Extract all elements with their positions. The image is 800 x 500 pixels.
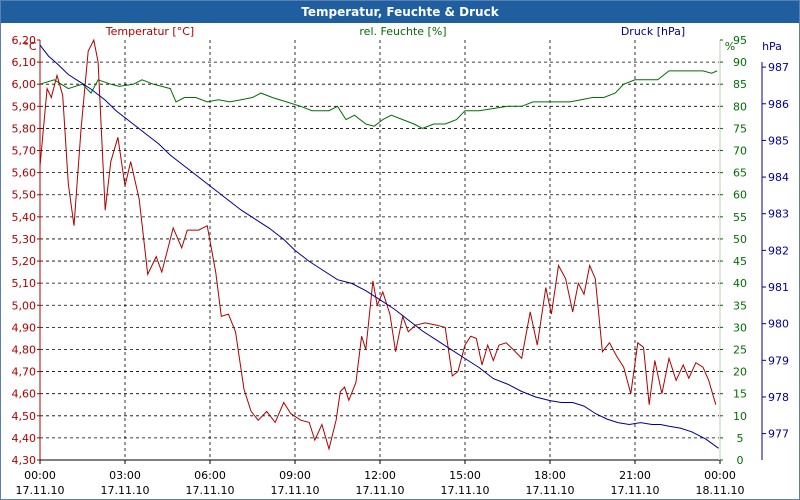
pressure-line	[39, 44, 719, 449]
temp-tick-label: 5,10	[12, 277, 37, 290]
pressure-axis-title: Druck [hPa]	[621, 25, 685, 38]
pressure-tick-label: 978	[768, 391, 789, 404]
x-tick-time: 18:00	[534, 469, 566, 482]
temp-tick-label: 4,60	[12, 388, 37, 401]
humidity-tick-label: 55	[733, 211, 747, 224]
x-tick-date: 18.11.10	[696, 484, 745, 497]
humidity-tick-label: 40	[733, 277, 747, 290]
x-tick-date: 17.11.10	[356, 484, 405, 497]
pressure-tick-label: 979	[768, 354, 789, 367]
x-tick-date: 17.11.10	[16, 484, 65, 497]
x-tick-time: 09:00	[279, 469, 311, 482]
x-tick-time: 00:00	[704, 469, 736, 482]
temp-tick-label: 5,40	[12, 211, 37, 224]
x-tick-date: 17.11.10	[611, 484, 660, 497]
tick-labels: 6,20 6,10 6,00 5,90 5,80 5,70 5,60 5,50 5,40 5,30…	[12, 34, 790, 497]
temp-tick-label: 6,00	[12, 78, 37, 91]
temp-tick-label: 5,90	[12, 100, 37, 113]
x-tick-time: 06:00	[194, 469, 226, 482]
humidity-tick-label: 30	[733, 321, 747, 334]
temp-tick-label: 4,30	[12, 454, 37, 467]
pressure-tick-label: 977	[768, 428, 789, 441]
x-tick-time: 12:00	[364, 469, 396, 482]
temp-tick-label: 5,50	[12, 189, 37, 202]
pressure-tick-label: 986	[768, 98, 789, 111]
temp-tick-label: 6,10	[12, 56, 37, 69]
x-tick-date: 17.11.10	[186, 484, 235, 497]
temp-tick-label: 4,90	[12, 321, 37, 334]
x-tick-time: 03:00	[109, 469, 141, 482]
temperature-line	[39, 38, 717, 451]
humidity-tick-label: 25	[733, 343, 747, 356]
x-tick-date: 17.11.10	[526, 484, 575, 497]
humidity-line	[39, 70, 718, 129]
humidity-axis-band	[719, 40, 721, 460]
pressure-tick-label: 981	[768, 281, 789, 294]
temp-unit: °C	[23, 40, 37, 53]
temp-tick-label: 5,60	[12, 167, 37, 180]
humidity-tick-label: 75	[733, 122, 747, 135]
pressure-tick-label: 985	[768, 134, 789, 147]
temp-tick-label: 4,80	[12, 343, 37, 356]
x-tick-date: 17.11.10	[441, 484, 490, 497]
humidity-tick-label: 70	[733, 145, 747, 158]
temp-tick-label: 4,70	[12, 366, 37, 379]
humidity-tick-label: 95	[733, 34, 747, 47]
pressure-tick-label: 980	[768, 318, 789, 331]
temp-tick-label: 5,20	[12, 255, 37, 268]
humidity-tick-label: 20	[733, 366, 747, 379]
pressure-tick-label: 982	[768, 244, 789, 257]
temp-axis-title: Temperatur [°C]	[105, 25, 194, 38]
temp-tick-label: 4,40	[12, 432, 37, 445]
humidity-tick-label: 80	[733, 100, 747, 113]
humidity-tick-label: 65	[733, 167, 747, 180]
humidity-tick-label: 60	[733, 189, 747, 202]
temp-tick-label: 5,30	[12, 233, 37, 246]
humidity-tick-label: 10	[733, 410, 747, 423]
humidity-tick-label: 15	[733, 388, 747, 401]
humidity-tick-label: 85	[733, 78, 747, 91]
pressure-tick-label: 987	[768, 61, 789, 74]
temp-tick-label: 5,00	[12, 299, 37, 312]
series-lines	[39, 38, 719, 451]
pressure-tick-label: 984	[768, 171, 789, 184]
temp-tick-label: 5,70	[12, 145, 37, 158]
temp-tick-label: 4,50	[12, 410, 37, 423]
humidity-tick-label: 45	[733, 255, 747, 268]
temp-tick-label: 6,20	[12, 34, 37, 47]
pressure-unit: hPa	[762, 40, 782, 53]
humidity-unit: %	[725, 40, 735, 53]
chart-title: Temperatur, Feuchte & Druck	[1, 1, 799, 23]
x-tick-date: 17.11.10	[101, 484, 150, 497]
x-tick-time: 15:00	[449, 469, 481, 482]
humidity-tick-label: 35	[733, 299, 747, 312]
temp-tick-label: 5,80	[12, 122, 37, 135]
humidity-tick-label: 90	[733, 56, 747, 69]
humidity-tick-label: 5	[737, 432, 744, 445]
axes	[39, 40, 763, 461]
humidity-tick-label: 50	[733, 233, 747, 246]
humidity-tick-label: 0	[737, 454, 744, 467]
humidity-axis-title: rel. Feuchte [%]	[359, 25, 446, 38]
x-tick-date: 17.11.10	[271, 484, 320, 497]
x-tick-time: 00:00	[24, 469, 56, 482]
pressure-tick-label: 983	[768, 208, 789, 221]
x-tick-time: 21:00	[619, 469, 651, 482]
grid	[40, 40, 720, 460]
